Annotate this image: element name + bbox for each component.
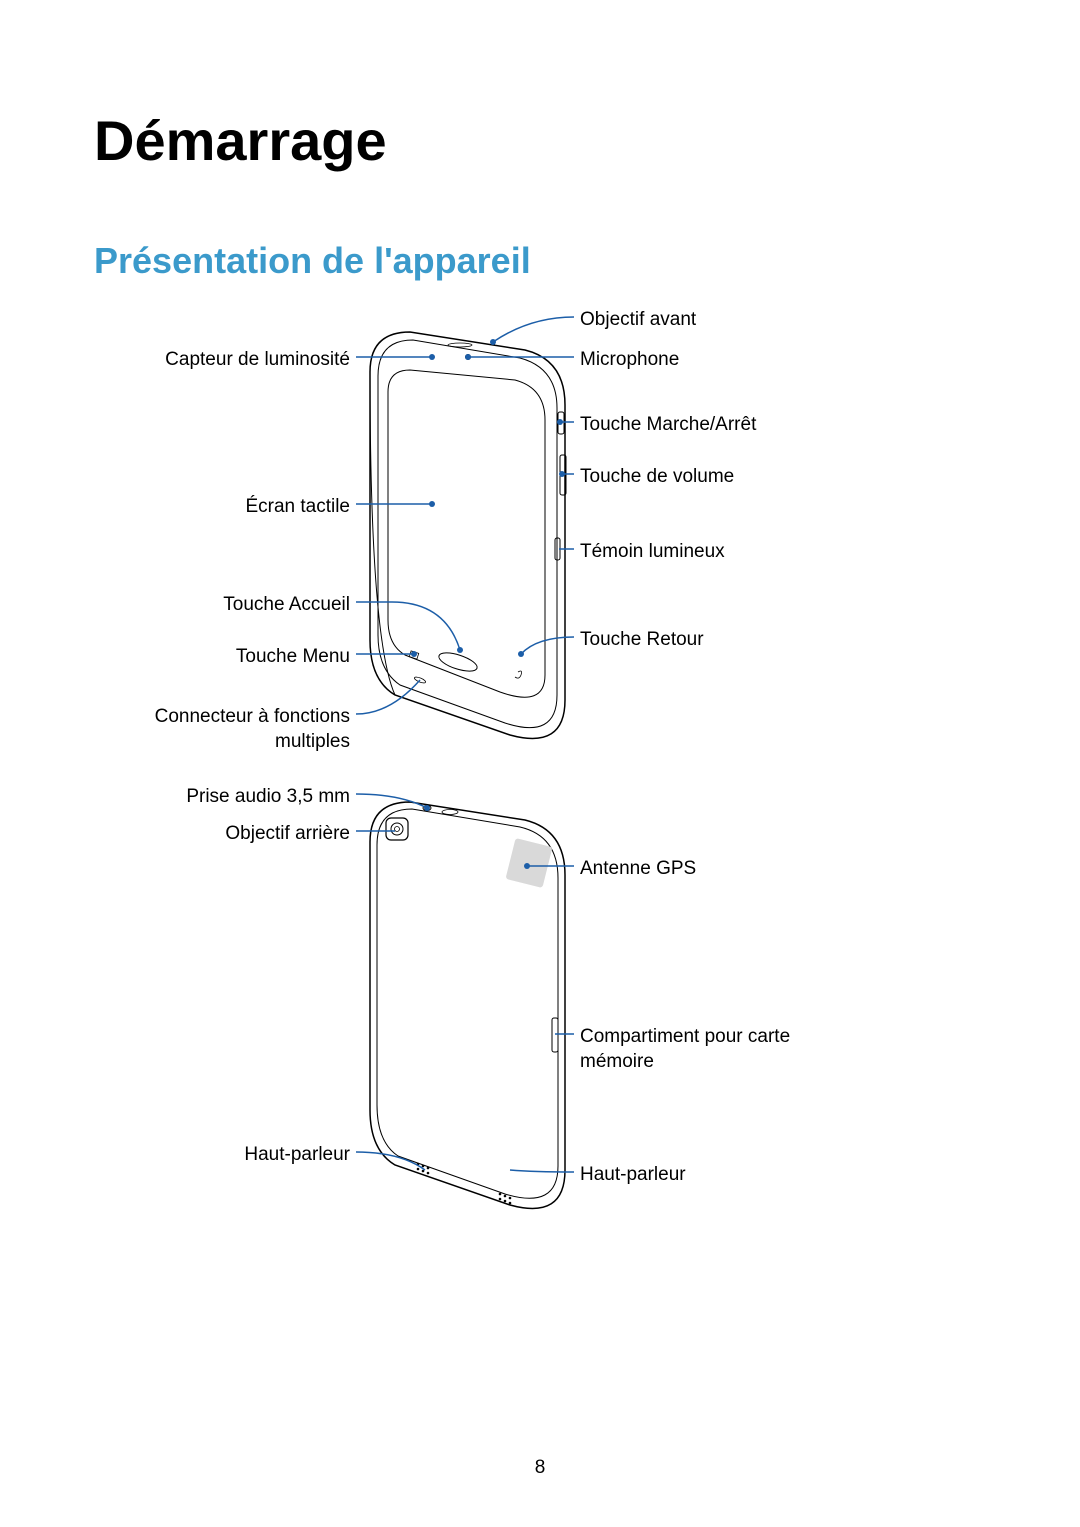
label-capteur: Capteur de luminosité [90, 348, 350, 373]
leader-dot [557, 419, 563, 425]
front-device [370, 332, 566, 738]
leader-dot [457, 647, 463, 653]
label-marche: Touche Marche/Arrêt [580, 413, 840, 438]
label-objectif_arriere: Objectif arrière [90, 822, 350, 847]
leader-dot [429, 501, 435, 507]
leader-line [356, 680, 420, 714]
label-prise: Prise audio 3,5 mm [90, 785, 350, 810]
leader-line [521, 637, 574, 654]
leader-dot [518, 651, 524, 657]
label-connecteur: Connecteur à fonctionsmultiples [90, 705, 350, 754]
label-carte: Compartiment pour cartemémoire [580, 1025, 840, 1074]
device-diagram: Capteur de luminosité Écran tactile Touche… [0, 300, 1080, 1450]
leader-dot [465, 354, 471, 360]
leader-dot [429, 354, 435, 360]
label-hp_right: Haut-parleur [580, 1163, 840, 1188]
leader-line [356, 602, 460, 650]
leader-line [356, 794, 427, 808]
page-number: 8 [0, 1457, 1080, 1479]
back-device [370, 802, 565, 1208]
leader-line [493, 317, 574, 342]
leader-dot [490, 339, 496, 345]
label-retour: Touche Retour [580, 628, 840, 653]
label-ecran: Écran tactile [90, 495, 350, 520]
label-hp_left: Haut-parleur [90, 1143, 350, 1168]
leader-dot [559, 471, 565, 477]
leader-dot [424, 805, 430, 811]
label-accueil: Touche Accueil [90, 593, 350, 618]
label-volume: Touche de volume [580, 465, 840, 490]
label-objectif_avant: Objectif avant [580, 308, 840, 333]
page-subtitle: Présentation de l'appareil [94, 240, 531, 282]
leader-dot [411, 651, 417, 657]
leader-dot [524, 863, 530, 869]
label-gps: Antenne GPS [580, 857, 840, 882]
page-title: Démarrage [94, 108, 387, 173]
label-microphone: Microphone [580, 348, 840, 373]
diagram-svg [0, 300, 1080, 1450]
label-menu: Touche Menu [90, 645, 350, 670]
label-temoin: Témoin lumineux [580, 540, 840, 565]
